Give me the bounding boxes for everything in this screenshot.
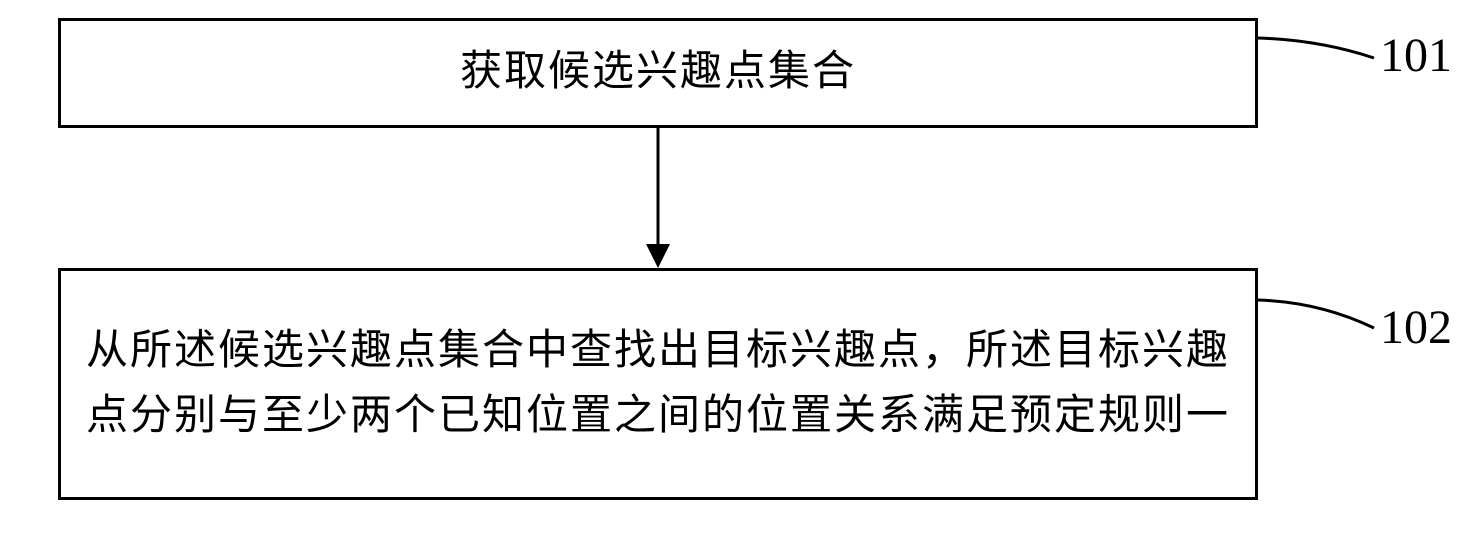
step-102-text: 从所述候选兴趣点集合中查找出目标兴趣点，所述目标兴趣点分别与至少两个已知位置之间… — [81, 319, 1235, 449]
step-101-box: 获取候选兴趣点集合 — [58, 18, 1258, 128]
step-101-text: 获取候选兴趣点集合 — [460, 40, 856, 105]
label-102: 102 — [1380, 300, 1452, 355]
step-102-box: 从所述候选兴趣点集合中查找出目标兴趣点，所述目标兴趣点分别与至少两个已知位置之间… — [58, 268, 1258, 500]
label-101: 101 — [1380, 28, 1452, 83]
